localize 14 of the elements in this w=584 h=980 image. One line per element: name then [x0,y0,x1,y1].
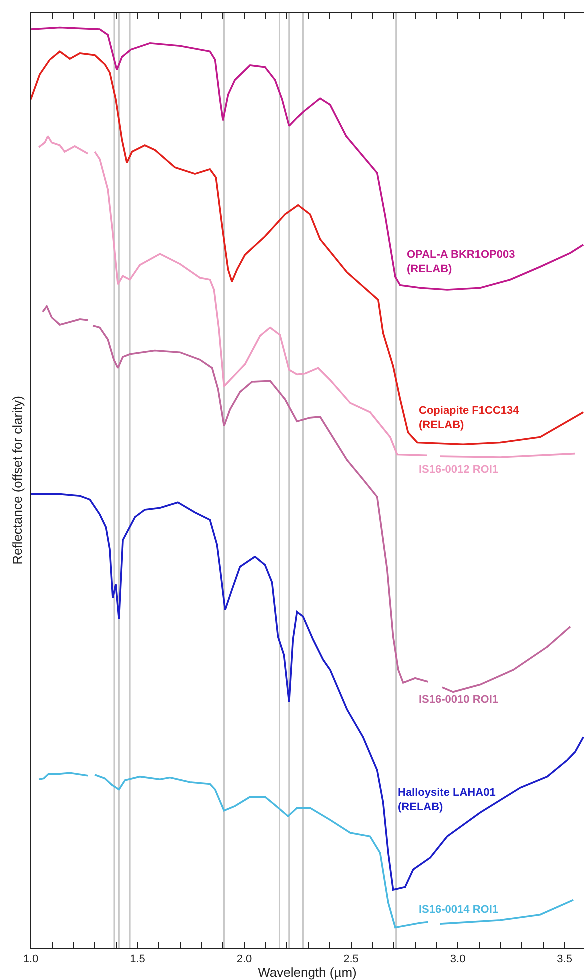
x-tick-label: 3.0 [450,953,466,966]
series-label: Copiapite F1CC134 (RELAB) [419,405,520,432]
x-tick-label: 3.5 [557,953,572,966]
series-label: OPAL-A BKR1OP003 (RELAB) [407,249,516,276]
series-label: IS16-0012 ROI1 [419,464,498,476]
series-label: IS16-0010 ROI1 [419,694,498,706]
x-tick-label: 1.5 [130,953,146,966]
x-tick-label: 2.5 [344,953,359,966]
x-tick-label: 1.0 [23,953,39,966]
series-label: IS16-0014 ROI1 [419,904,498,916]
series-label: Halloysite LAHA01 (RELAB) [398,787,496,814]
x-axis-title: Wavelength (µm) [258,965,357,980]
x-tick-label: 2.0 [236,953,252,966]
y-axis-title: Reflectance (offset for clarity) [10,396,25,565]
